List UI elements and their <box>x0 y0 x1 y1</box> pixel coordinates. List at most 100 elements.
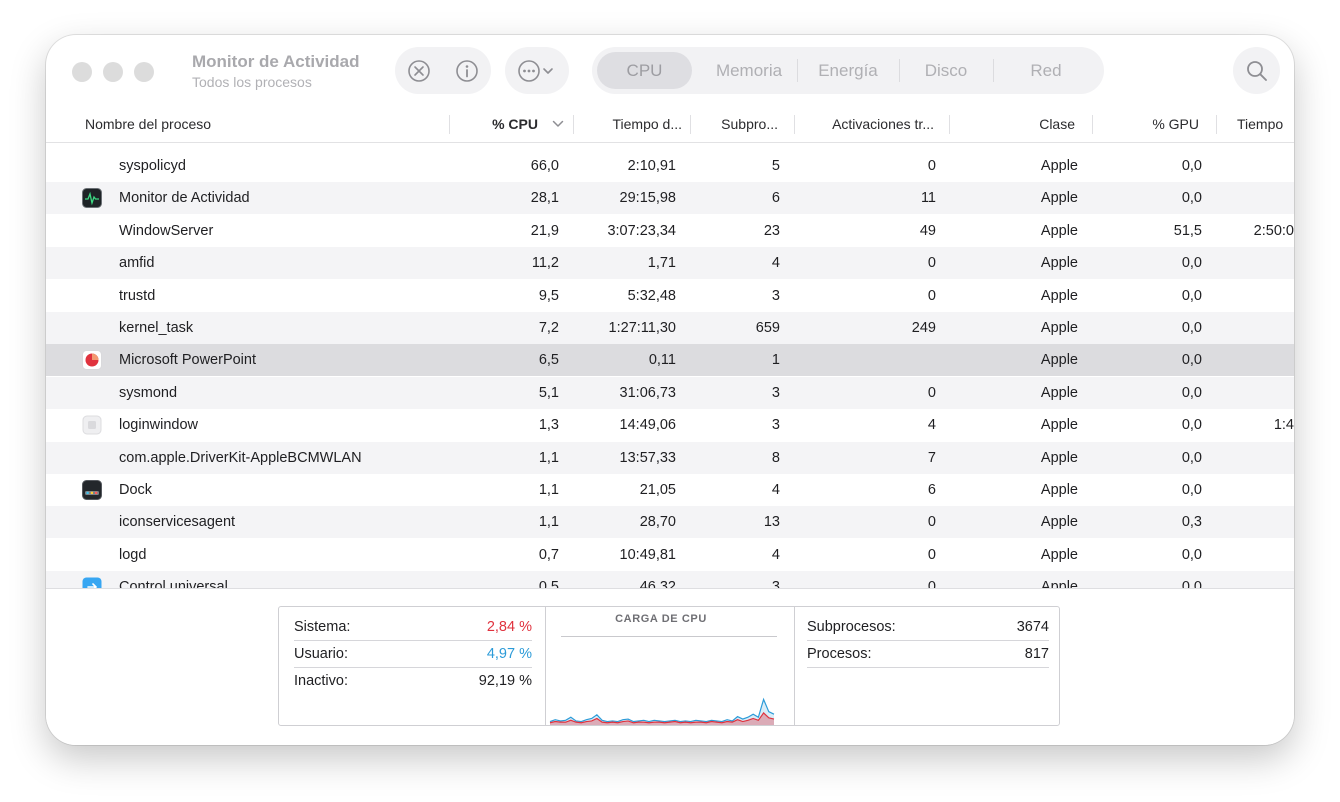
table-row[interactable]: syspolicyd 66,0 2:10,91 5 0 Apple 0,0 <box>46 150 1294 182</box>
table-row[interactable]: Monitor de Actividad 28,1 29:15,98 6 11 … <box>46 182 1294 215</box>
column-divider[interactable] <box>949 115 950 134</box>
gpu-value: 0,0 <box>1181 320 1202 336</box>
process-name: iconservicesagent <box>119 514 236 531</box>
table-row[interactable]: Dock 1,1 21,05 4 6 Apple 0,0 <box>46 474 1294 506</box>
cpu-time-value: 31:06,73 <box>619 384 676 401</box>
tab-memory[interactable]: Memoria <box>715 61 783 80</box>
wakeups-value: 0 <box>927 255 936 272</box>
stat-system-value: 2,84 % <box>486 619 532 635</box>
stat-threads: Subprocesos: 3674 <box>807 614 1049 641</box>
window-subtitle: Todos los procesos <box>192 74 312 90</box>
gpu-time-value <box>1216 442 1294 474</box>
gpu-value: 0,0 <box>1181 255 1202 272</box>
powerpoint-icon <box>82 350 102 371</box>
kind-value: Apple <box>1040 287 1078 304</box>
stat-idle-label: Inactivo: <box>294 673 348 689</box>
more-options-button[interactable] <box>517 55 557 87</box>
loginwindow-icon <box>82 415 102 435</box>
gpu-value: 0,0 <box>1181 384 1202 401</box>
toolbar: Monitor de Actividad Todos los procesos <box>46 35 1294 107</box>
stat-idle-value: 92,19 % <box>478 673 532 689</box>
process-name: trustd <box>119 287 156 304</box>
search-button[interactable] <box>1233 47 1280 94</box>
close-window-button[interactable] <box>72 62 92 82</box>
table-row[interactable]: logd 0,7 10:49,81 4 0 Apple 0,0 <box>46 539 1294 571</box>
wakeups-value: 0 <box>927 514 936 531</box>
gpu-time-value <box>1216 312 1294 344</box>
column-header-gpu-time[interactable]: Tiempo <box>1237 116 1284 132</box>
threads-value: 13 <box>763 514 780 531</box>
cpu-time-value: 28,70 <box>639 514 676 531</box>
info-icon <box>456 59 478 82</box>
kind-value: Apple <box>1040 158 1078 174</box>
column-header-cpu[interactable]: % CPU <box>492 116 538 132</box>
wakeups-value: 11 <box>920 190 936 207</box>
kind-value: Apple <box>1040 190 1078 207</box>
column-divider[interactable] <box>794 115 795 134</box>
column-divider[interactable] <box>690 115 691 134</box>
kind-value: Apple <box>1040 514 1078 531</box>
stat-user-value: 4,97 % <box>486 646 532 662</box>
table-row[interactable]: sysmond 5,1 31:06,73 3 0 Apple 0,0 <box>46 376 1294 409</box>
process-name: Dock <box>119 482 153 498</box>
column-header-kind[interactable]: Clase <box>1039 116 1075 132</box>
table-row[interactable]: iconservicesagent 1,1 28,70 13 0 Apple 0… <box>46 506 1294 539</box>
cpu-system-line <box>549 712 775 724</box>
minimize-window-button[interactable] <box>103 62 123 82</box>
wakeups-value: 249 <box>911 320 936 336</box>
table-row[interactable]: amfid 11,2 1,71 4 0 Apple 0,0 <box>46 247 1294 280</box>
stat-threads-value: 3674 <box>1016 619 1049 635</box>
cpu-time-value: 13:57,33 <box>619 449 676 466</box>
column-divider[interactable] <box>1216 115 1217 134</box>
gpu-value: 0,0 <box>1181 287 1202 304</box>
cpu-time-value: 3:07:23,34 <box>607 222 676 239</box>
table-row[interactable]: loginwindow 1,3 14:49,06 3 4 Apple 0,0 1… <box>46 409 1294 441</box>
table-row[interactable]: Microsoft PowerPoint 6,5 0,11 1 Apple 0,… <box>46 344 1294 377</box>
process-name: syspolicyd <box>119 158 186 174</box>
column-header-threads[interactable]: Subpro... <box>721 116 778 132</box>
universal-control-icon <box>82 577 102 588</box>
column-divider[interactable] <box>449 115 450 134</box>
table-row[interactable]: kernel_task 7,2 1:27:11,30 659 249 Apple… <box>46 312 1294 344</box>
table-row[interactable]: WindowServer 21,9 3:07:23,34 23 49 Apple… <box>46 215 1294 247</box>
wakeups-value: 0 <box>927 579 936 588</box>
cpu-value: 1,3 <box>538 417 559 434</box>
stop-process-icon <box>408 59 430 82</box>
inspect-process-button[interactable] <box>455 55 479 87</box>
tab-disk[interactable]: Disco <box>924 61 968 80</box>
gpu-time-value <box>1216 506 1294 538</box>
tab-energy[interactable]: Energía <box>818 61 878 80</box>
gpu-time-value <box>1216 474 1294 506</box>
threads-value: 3 <box>771 287 780 304</box>
stat-idle: Inactivo: 92,19 % <box>294 668 532 694</box>
tab-network[interactable]: Red <box>1030 61 1062 80</box>
stop-process-button[interactable] <box>407 55 431 87</box>
table-row[interactable]: trustd 9,5 5:32,48 3 0 Apple 0,0 <box>46 280 1294 312</box>
table-row[interactable]: Control universal 0,5 46,32 3 0 Apple 0,… <box>46 571 1294 588</box>
column-divider[interactable] <box>1092 115 1093 134</box>
zoom-window-button[interactable] <box>134 62 154 82</box>
threads-value: 8 <box>771 449 780 466</box>
threads-value: 659 <box>755 320 780 336</box>
sort-descending-icon[interactable] <box>552 119 564 129</box>
cpu-time-value: 2:10,91 <box>627 158 676 174</box>
process-name: WindowServer <box>119 222 214 239</box>
column-header-time[interactable]: Tiempo d... <box>612 116 682 132</box>
gpu-value: 0,0 <box>1181 190 1202 207</box>
cpu-value: 21,9 <box>530 222 559 239</box>
cpu-time-value: 21,05 <box>639 482 676 498</box>
column-header-wakeups[interactable]: Activaciones tr... <box>832 116 934 132</box>
window-title: Monitor de Actividad <box>192 52 360 71</box>
column-divider[interactable] <box>573 115 574 134</box>
column-header-gpu[interactable]: % GPU <box>1152 116 1199 132</box>
cpu-time-value: 10:49,81 <box>619 546 676 563</box>
threads-value: 4 <box>771 255 780 272</box>
column-header-name[interactable]: Nombre del proceso <box>85 116 212 132</box>
tab-cpu[interactable]: CPU <box>597 52 692 89</box>
process-name: amfid <box>119 255 155 272</box>
threads-value: 4 <box>771 546 780 563</box>
process-table[interactable]: syspolicyd 66,0 2:10,91 5 0 Apple 0,0 Mo… <box>46 150 1294 588</box>
table-row[interactable]: com.apple.DriverKit-AppleBCMWLAN 1,1 13:… <box>46 441 1294 474</box>
process-name: com.apple.DriverKit-AppleBCMWLAN <box>119 449 362 466</box>
cpu-time-value: 1,71 <box>647 255 676 272</box>
